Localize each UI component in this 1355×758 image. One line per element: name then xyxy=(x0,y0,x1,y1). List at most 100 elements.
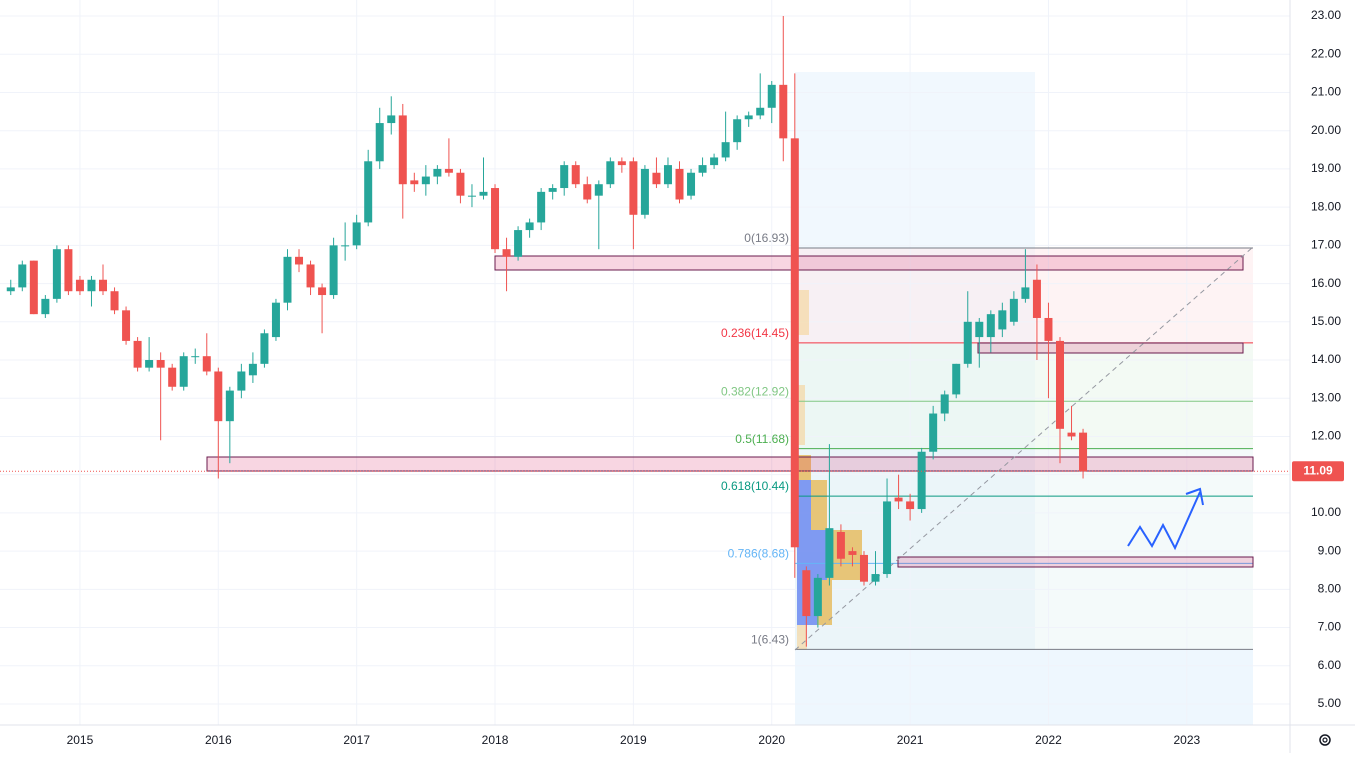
candle-body xyxy=(779,84,788,139)
candle-body xyxy=(41,298,50,315)
x-tick-label: 2020 xyxy=(758,733,785,747)
candle-body xyxy=(986,314,995,338)
candle-body xyxy=(491,188,500,250)
zone xyxy=(206,456,1254,472)
candle-body xyxy=(790,138,799,548)
x-tick-label: 2021 xyxy=(897,733,924,747)
profile-bar xyxy=(797,625,807,650)
candle-body xyxy=(375,123,384,162)
y-tick-label: 7.00 xyxy=(1318,620,1342,634)
candle-body xyxy=(295,256,304,265)
candle-body xyxy=(6,287,15,292)
profile-bar xyxy=(797,455,811,480)
fib-label: 0.5(11.68) xyxy=(735,432,789,446)
zone xyxy=(977,342,1244,354)
candle-body xyxy=(87,279,96,292)
candle-body xyxy=(145,360,154,368)
fib-label: 0(16.93) xyxy=(744,231,789,245)
candle-body xyxy=(571,165,580,185)
y-tick-label: 19.00 xyxy=(1311,161,1341,175)
fib-label: 0.618(10.44) xyxy=(721,479,789,493)
x-tick-label: 2019 xyxy=(620,733,647,747)
candle-body xyxy=(122,310,131,341)
candle-body xyxy=(433,168,442,177)
fib-band xyxy=(795,343,1253,448)
candle-body xyxy=(1021,287,1030,299)
candle-body xyxy=(836,531,845,559)
candle-body xyxy=(467,195,476,197)
candle-body xyxy=(191,356,200,358)
candle-body xyxy=(917,451,926,510)
profile-bar xyxy=(797,290,809,335)
y-tick-label: 8.00 xyxy=(1318,581,1342,595)
candle-body xyxy=(675,168,684,200)
candle-body xyxy=(410,180,419,185)
candle-body xyxy=(940,394,949,414)
candle-body xyxy=(813,577,822,617)
zone xyxy=(494,255,1244,271)
fib-label: 0.382(12.92) xyxy=(721,384,789,398)
candle-body xyxy=(560,165,569,189)
candle-body xyxy=(1032,279,1041,318)
candle-body xyxy=(1079,432,1088,472)
y-tick-label: 5.00 xyxy=(1318,696,1342,710)
y-tick-label: 6.00 xyxy=(1318,658,1342,672)
y-tick-label: 21.00 xyxy=(1311,85,1341,99)
candle-body xyxy=(859,554,868,582)
candle-body xyxy=(444,168,453,173)
y-tick-label: 18.00 xyxy=(1311,199,1341,213)
candle-body xyxy=(421,176,430,185)
candle-body xyxy=(248,363,257,376)
candle-body xyxy=(387,115,396,124)
candles xyxy=(6,16,1088,647)
candle-body xyxy=(52,249,61,299)
candle-body xyxy=(329,245,338,296)
fib-label: 0.786(8.68) xyxy=(728,547,789,561)
fib-label: 0.236(14.45) xyxy=(721,326,789,340)
candle-body xyxy=(548,188,557,192)
trend-line xyxy=(794,246,1254,651)
candle-body xyxy=(687,172,696,196)
candle-body xyxy=(306,264,315,288)
y-tick-label: 16.00 xyxy=(1311,276,1341,290)
candle-body xyxy=(525,222,534,231)
candle-body xyxy=(883,501,892,575)
candle-body xyxy=(652,172,661,185)
fib-levels: 0(16.93) 0.236(14.45) 0.382(12.92) 0.5(11.6… xyxy=(721,231,1253,650)
candle-body xyxy=(352,222,361,246)
candle-body xyxy=(698,165,707,173)
y-tick-label: 23.00 xyxy=(1311,8,1341,22)
candle-body xyxy=(237,371,246,391)
fib-label: 1(6.43) xyxy=(751,632,789,646)
candle-body xyxy=(479,191,488,196)
settings-icon[interactable] xyxy=(1319,734,1331,746)
candle-body xyxy=(537,191,546,223)
x-tick-label: 2015 xyxy=(67,733,94,747)
x-tick-label: 2016 xyxy=(205,733,232,747)
gear-hub[interactable] xyxy=(1322,737,1328,743)
profile-bar xyxy=(797,480,811,530)
x-tick-label: 2018 xyxy=(482,733,509,747)
candle-body xyxy=(364,161,373,223)
candle-body xyxy=(502,249,511,257)
candle-body xyxy=(721,142,730,158)
candle-body xyxy=(929,413,938,452)
candle-body xyxy=(963,321,972,364)
zone xyxy=(897,556,1254,568)
x-tick-label: 2023 xyxy=(1173,733,1200,747)
candle-body xyxy=(617,161,626,166)
y-tick-label: 10.00 xyxy=(1311,505,1341,519)
candle-body xyxy=(168,367,177,387)
candle-body xyxy=(283,256,292,303)
candle-body xyxy=(640,168,649,215)
candle-body xyxy=(318,287,327,296)
y-tick-label: 12.00 xyxy=(1311,429,1341,443)
time-box xyxy=(795,650,1253,725)
candle-body xyxy=(214,371,223,422)
candle-body xyxy=(202,356,211,372)
candle-body xyxy=(260,333,269,364)
candle-body xyxy=(18,264,27,288)
gear[interactable] xyxy=(1319,734,1331,746)
y-tick-label: 9.00 xyxy=(1318,543,1342,557)
